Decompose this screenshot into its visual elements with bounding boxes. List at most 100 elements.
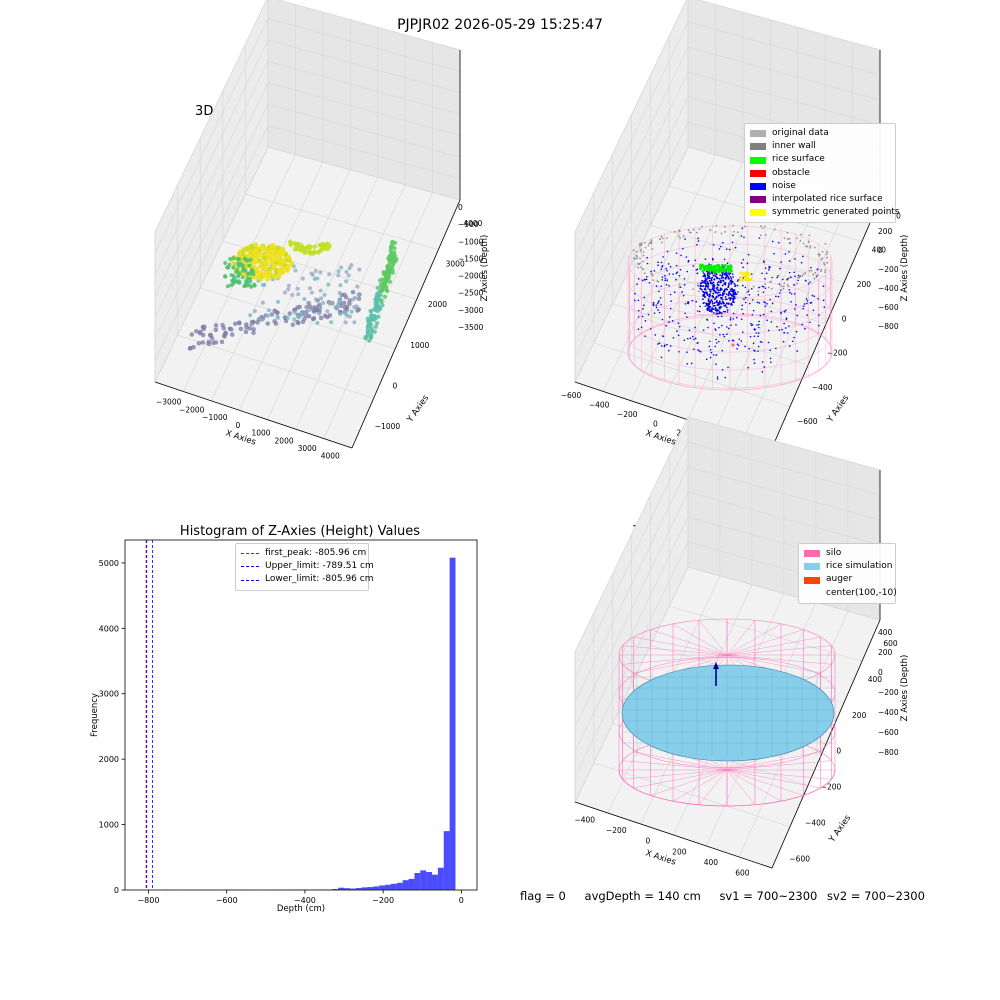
inner-wall-point — [635, 250, 638, 253]
panel2-legend: original data inner wall rice surface obsta… — [744, 123, 900, 224]
noise-point — [741, 304, 744, 307]
grid-line — [593, 762, 791, 827]
noise-point — [718, 301, 721, 304]
data-point — [201, 332, 206, 338]
noise-point — [763, 261, 765, 264]
y-tick-label: −1000 — [375, 422, 401, 431]
data-point — [259, 261, 264, 267]
noise-point — [702, 272, 705, 274]
inner-wall-point — [770, 287, 773, 290]
noise-point — [717, 280, 720, 283]
noise-point — [685, 256, 688, 258]
data-point — [368, 309, 374, 314]
inner-wall-point — [638, 243, 641, 245]
noise-point — [785, 327, 787, 329]
noise-point — [721, 292, 724, 294]
noise-point — [751, 299, 754, 301]
noise-point — [759, 340, 762, 343]
data-point — [337, 291, 342, 296]
noise-point — [732, 234, 734, 237]
noise-point — [647, 313, 650, 316]
noise-point — [702, 290, 705, 293]
grid-line — [177, 334, 374, 399]
data-point — [386, 264, 392, 270]
noise-point — [723, 282, 726, 285]
data-point — [247, 263, 252, 268]
noise-point — [707, 326, 709, 329]
noise-point — [740, 235, 743, 237]
noise-point — [758, 323, 760, 326]
grid-line — [154, 146, 269, 383]
noise-point — [722, 310, 725, 313]
inner-wall-point — [800, 233, 803, 236]
noise-point — [645, 276, 648, 278]
noise-point — [684, 312, 686, 315]
noise-point — [793, 271, 795, 274]
data-point — [336, 273, 341, 278]
noise-point — [705, 285, 707, 288]
noise-point — [716, 376, 719, 378]
legend-line-sample — [241, 579, 259, 581]
noise-point — [770, 321, 773, 323]
grid-line — [650, 224, 845, 284]
noise-point — [764, 301, 767, 304]
noise-point — [806, 314, 808, 316]
inner-wall-point — [709, 229, 712, 232]
inner-wall-point — [639, 245, 641, 247]
noise-point — [750, 287, 753, 290]
data-point — [269, 312, 275, 317]
noise-point — [777, 274, 779, 277]
data-point — [385, 288, 390, 294]
noise-point — [709, 290, 712, 293]
x-tick-label: 0 — [645, 837, 650, 846]
noise-point — [717, 340, 720, 343]
status-line: flag = 0 avgDepth = 140 cm sv1 = 700~230… — [520, 889, 940, 903]
inner-wall-point — [696, 231, 698, 234]
noise-point — [717, 312, 719, 315]
data-point — [198, 330, 203, 335]
noise-point — [727, 284, 730, 287]
y-tick-label: −400 — [805, 819, 826, 828]
noise-point — [788, 345, 791, 347]
noise-point — [718, 306, 721, 309]
noise-point — [775, 295, 777, 298]
x-tick-label: −600 — [561, 391, 582, 400]
noise-point — [717, 284, 720, 287]
noise-point — [761, 371, 764, 373]
noise-point — [757, 335, 759, 338]
noise-point — [794, 275, 796, 278]
legend-entry: noise — [750, 180, 890, 193]
rice-surface-point — [714, 270, 718, 274]
data-point — [251, 259, 257, 264]
rice-simulation-surface — [621, 664, 835, 762]
x-tick-label: −400 — [574, 816, 595, 825]
inner-wall-point — [780, 285, 783, 288]
noise-point — [717, 294, 720, 297]
z-tick-label: −800 — [878, 322, 899, 331]
noise-point — [721, 284, 724, 287]
z-tick-label: −3500 — [458, 323, 484, 332]
noise-point — [729, 288, 732, 291]
y-tick-label: 0 — [393, 382, 398, 391]
noise-point — [684, 303, 687, 305]
inner-wall-point — [639, 250, 642, 252]
data-point — [373, 324, 378, 330]
data-point — [365, 324, 370, 329]
data-point — [251, 330, 256, 336]
noise-point — [712, 281, 715, 284]
noise-point — [818, 314, 820, 316]
noise-point — [748, 347, 750, 350]
noise-point — [712, 292, 715, 295]
noise-point — [720, 315, 723, 318]
noise-point — [695, 269, 698, 271]
noise-point — [793, 284, 795, 286]
noise-point — [802, 307, 805, 310]
noise-point — [695, 300, 697, 303]
silo-spoke — [726, 769, 782, 802]
noise-point — [757, 332, 760, 334]
inner-wall-point — [635, 257, 638, 260]
noise-point — [719, 274, 722, 277]
noise-point — [666, 279, 669, 281]
legend-swatch — [804, 576, 820, 584]
silo-spoke — [633, 654, 728, 674]
